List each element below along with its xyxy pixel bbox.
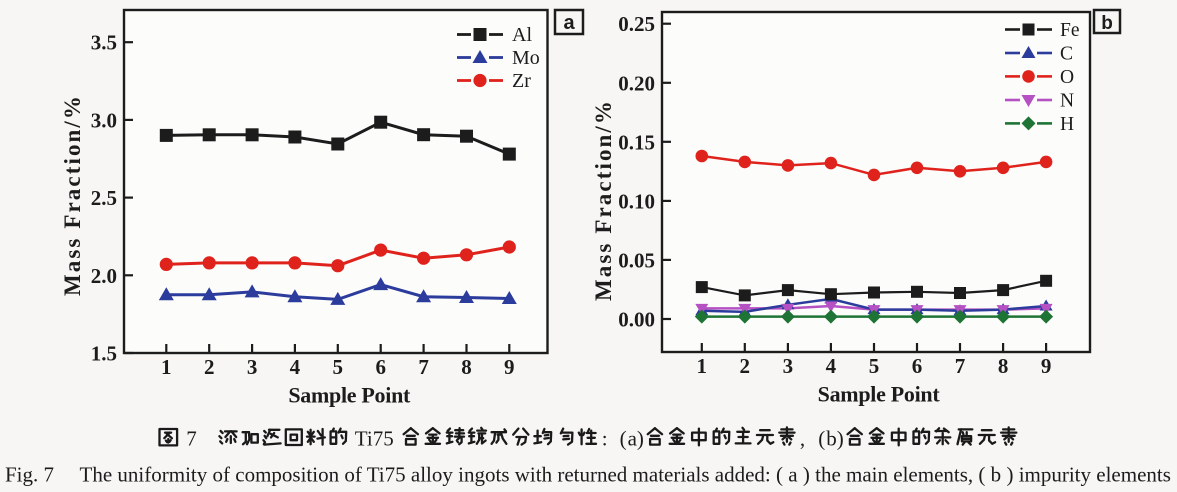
svg-text:Fig. 7: Fig. 7 xyxy=(5,463,54,487)
svg-text:9: 9 xyxy=(504,355,515,379)
svg-text:b: b xyxy=(1101,13,1113,34)
svg-text:Mo: Mo xyxy=(512,47,540,69)
svg-text:6: 6 xyxy=(912,354,923,378)
svg-text:3: 3 xyxy=(783,354,794,378)
svg-text:5: 5 xyxy=(333,355,344,379)
svg-text:O: O xyxy=(1060,67,1074,88)
svg-text:1: 1 xyxy=(697,354,708,378)
svg-text:0.10: 0.10 xyxy=(618,189,655,213)
svg-text:(: ( xyxy=(818,427,825,451)
svg-text:Mass Fraction/%: Mass Fraction/% xyxy=(591,99,616,301)
svg-text:a: a xyxy=(563,12,575,34)
svg-text:2: 2 xyxy=(740,354,751,378)
svg-text:2.0: 2.0 xyxy=(91,264,117,288)
svg-text:): ) xyxy=(637,427,644,451)
svg-text:Zr: Zr xyxy=(512,70,531,92)
svg-text:8: 8 xyxy=(461,355,472,379)
svg-text:0.15: 0.15 xyxy=(618,130,655,154)
svg-text:0.20: 0.20 xyxy=(618,71,655,95)
svg-text:9: 9 xyxy=(1041,354,1052,378)
svg-text:4: 4 xyxy=(826,354,837,378)
svg-text:Ti75: Ti75 xyxy=(355,427,394,451)
svg-text:2.5: 2.5 xyxy=(91,186,117,210)
svg-text:): ) xyxy=(837,427,844,451)
svg-text:(: ( xyxy=(620,427,627,451)
svg-text:3: 3 xyxy=(247,355,258,379)
svg-text::: : xyxy=(602,427,608,451)
svg-text:8: 8 xyxy=(998,354,1009,378)
svg-text:4: 4 xyxy=(290,355,301,379)
svg-text:C: C xyxy=(1060,44,1073,65)
svg-text:3.0: 3.0 xyxy=(91,108,117,132)
svg-text:Sample Point: Sample Point xyxy=(288,383,411,408)
svg-text:Sample Point: Sample Point xyxy=(818,382,941,407)
svg-text:b: b xyxy=(826,427,837,451)
svg-text:2: 2 xyxy=(204,355,215,379)
svg-text:5: 5 xyxy=(869,354,880,378)
svg-text:0.00: 0.00 xyxy=(618,308,655,332)
svg-text:Fe: Fe xyxy=(1060,20,1080,41)
svg-text:7: 7 xyxy=(186,427,197,451)
svg-text:1: 1 xyxy=(161,355,172,379)
svg-text:H: H xyxy=(1060,114,1074,135)
svg-text:Al: Al xyxy=(512,24,532,46)
svg-text:1.5: 1.5 xyxy=(91,342,117,366)
svg-text:The uniformity of composition: The uniformity of composition of Ti75 al… xyxy=(80,463,1171,487)
svg-text:N: N xyxy=(1060,91,1074,112)
svg-text:7: 7 xyxy=(955,354,966,378)
svg-text:0.05: 0.05 xyxy=(618,248,655,272)
svg-text:Mass Fraction/%: Mass Fraction/% xyxy=(60,94,85,296)
svg-text:3.5: 3.5 xyxy=(91,31,117,55)
svg-text:0.25: 0.25 xyxy=(618,12,655,36)
svg-text:a: a xyxy=(628,427,638,451)
svg-text:7: 7 xyxy=(418,355,429,379)
svg-text:,: , xyxy=(800,427,805,451)
svg-text:6: 6 xyxy=(375,355,386,379)
